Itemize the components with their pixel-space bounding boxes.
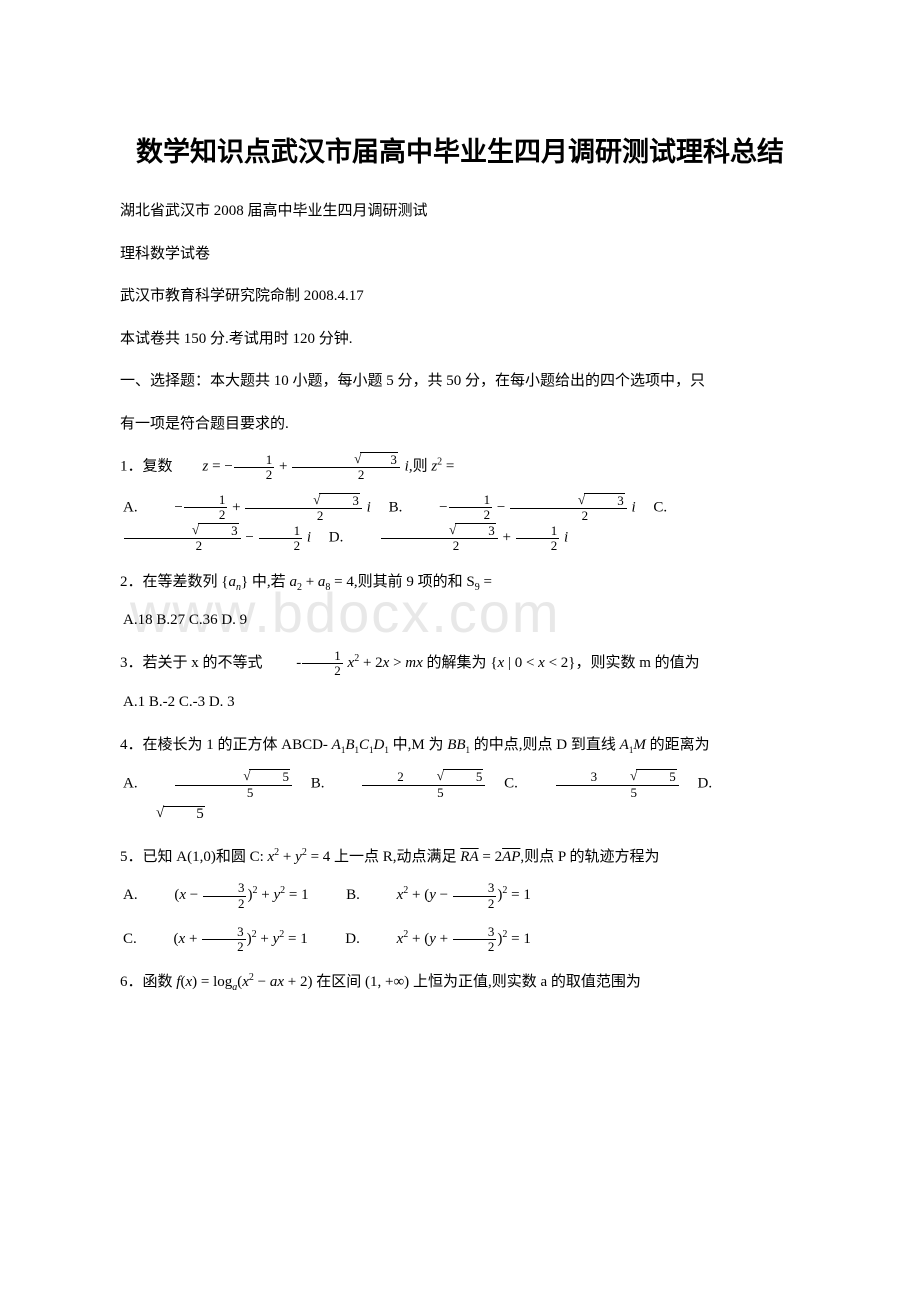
subtitle-line: 湖北省武汉市 2008 届高中毕业生四月调研测试	[90, 197, 830, 226]
question-5-options-row1: A. (x − 32)2 + y2 = 1 B. x2 + (y − 32)2 …	[90, 881, 830, 911]
question-4-options: A. √55 B. 2√55 C. 3√55 D. √5	[90, 769, 830, 828]
question-5-options-row2: C. (x + 32)2 + y2 = 1 D. x2 + (y + 32)2 …	[90, 925, 830, 955]
main-title: 数学知识点武汉市届高中毕业生四月调研测试理科总结	[90, 130, 830, 169]
question-1-options: A. −12 + √32 i B. −12 − √32 i C. √32 − 1…	[90, 493, 830, 554]
question-3: 3．若关于 x 的不等式 -12 x2 + 2x > mx 的解集为 {x | …	[90, 649, 830, 679]
author-date: 武汉市教育科学研究院命制 2008.4.17	[90, 282, 830, 311]
question-2-options: A.18 B.27 C.36 D. 9	[90, 606, 830, 635]
question-4: 4．在棱长为 1 的正方体 ABCD- A1B1C1D1 中,M 为 BB1 的…	[90, 731, 830, 760]
question-3-options: A.1 B.-2 C.-3 D. 3	[90, 688, 830, 717]
question-5: 5．已知 A(1,0)和圆 C: x2 + y2 = 4 上一点 R,动点满足 …	[90, 843, 830, 872]
exam-info: 本试卷共 150 分.考试用时 120 分钟.	[90, 325, 830, 354]
exam-type: 理科数学试卷	[90, 240, 830, 269]
document-content: 数学知识点武汉市届高中毕业生四月调研测试理科总结 湖北省武汉市 2008 届高中…	[90, 130, 830, 997]
question-6: 6．函数 f(x) = loga(x2 − ax + 2) 在区间 (1, +∞…	[90, 968, 830, 997]
question-2: 2．在等差数列 {an} 中,若 a2 + a8 = 4,则其前 9 项的和 S…	[90, 568, 830, 597]
question-1: 1．复数 z = −12 + √32 i, 则 z2 =	[90, 452, 830, 483]
section1-cont: 有一项是符合题目要求的.	[90, 410, 830, 439]
section1-heading: 一、选择题：本大题共 10 小题，每小题 5 分，共 50 分，在每小题给出的四…	[90, 367, 830, 396]
